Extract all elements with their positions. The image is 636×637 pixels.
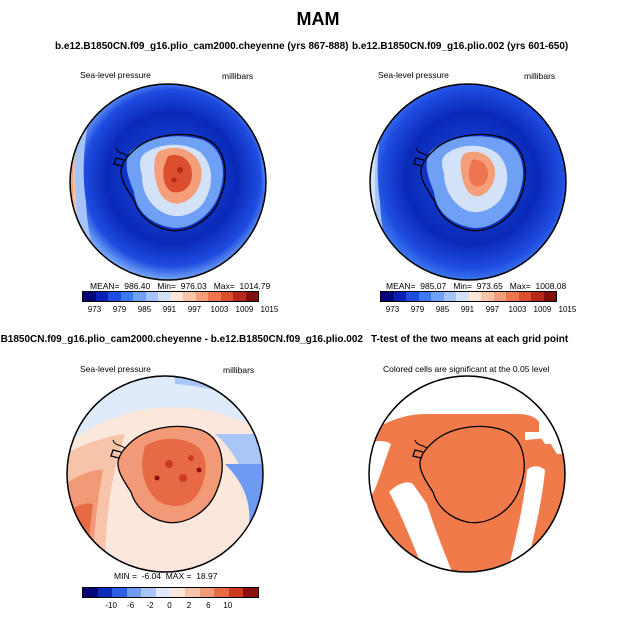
panel2-stats: MEAN= 985.07 Min= 973.65 Max= 1008.08 [386, 281, 567, 291]
panel2-units-label: millibars [524, 71, 556, 81]
panel4-note: Colored cells are significant at the 0.0… [383, 364, 550, 374]
colorbar-swatch [133, 292, 146, 301]
panel3-units-label: millibars [223, 365, 255, 375]
colorbar-swatch [170, 588, 186, 597]
colorbar-swatch [158, 292, 171, 301]
colorbar-swatch [83, 588, 98, 597]
colorbar-tick-label: 997 [485, 305, 500, 314]
panel2-colorbar-ticks: 973 979 985 991 997 1003 1009 1015 [380, 305, 577, 317]
colorbar-tick-label: 1015 [558, 305, 577, 314]
colorbar-tick-label: 2 [186, 601, 192, 610]
colorbar-swatch [531, 292, 544, 301]
colorbar-swatch [493, 292, 506, 301]
panel1-map [69, 83, 267, 281]
panel3-map [66, 375, 264, 573]
colorbar-tick-label: 1003 [508, 305, 527, 314]
panel2-colorbar [380, 291, 557, 302]
colorbar-swatch [543, 292, 556, 301]
panel3-colorbar-ticks: -10 -6 -2 0 2 6 10 [82, 601, 257, 613]
panel4-title: T-test of the two means at each grid poi… [371, 334, 569, 345]
colorbar-swatch [481, 292, 494, 301]
colorbar-swatch [155, 588, 171, 597]
colorbar-tick-label: 6 [206, 601, 211, 610]
colorbar-swatch [120, 292, 133, 301]
colorbar-tick-label: -6 [127, 601, 135, 610]
panel3-colorbar [82, 587, 259, 598]
colorbar-swatch [233, 292, 246, 301]
colorbar-swatch [518, 292, 531, 301]
colorbar-tick-label: 979 [112, 305, 127, 314]
colorbar-swatch [431, 292, 444, 301]
colorbar-swatch [195, 292, 208, 301]
colorbar-swatch [108, 292, 121, 301]
colorbar-tick-label: 979 [410, 305, 425, 314]
colorbar-tick-label: 1009 [235, 305, 254, 314]
colorbar-swatch [406, 292, 419, 301]
panel1-stats: MEAN= 986.40 Min= 976.03 Max= 1014.79 [90, 281, 271, 291]
panel1-title: b.e12.B1850CN.f09_g16.plio_cam2000.cheye… [55, 41, 349, 52]
colorbar-swatch [506, 292, 519, 301]
colorbar-tick-label: 0 [167, 601, 172, 610]
colorbar-tick-label: 973 [385, 305, 400, 314]
colorbar-swatch [145, 292, 158, 301]
colorbar-tick-label: 1015 [260, 305, 279, 314]
colorbar-swatch [214, 588, 229, 597]
colorbar-tick-label: 10 [223, 601, 233, 610]
colorbar-swatch [199, 588, 215, 597]
colorbar-tick-label: 1003 [210, 305, 229, 314]
colorbar-tick-label: 985 [435, 305, 450, 314]
colorbar-swatch [112, 588, 127, 597]
panel1-variable-label: Sea-level pressure [80, 70, 151, 80]
colorbar-swatch [443, 292, 456, 301]
panel3-variable-label: Sea-level pressure [80, 364, 151, 374]
colorbar-swatch [243, 588, 258, 597]
colorbar-swatch [393, 292, 406, 301]
panel3-stats: MIN = -6.04 MAX = 18.97 [114, 571, 218, 581]
colorbar-swatch [228, 588, 244, 597]
panel2-map [369, 83, 567, 281]
colorbar-swatch [185, 588, 200, 597]
colorbar-tick-label: 1009 [533, 305, 552, 314]
colorbar-swatch [381, 292, 394, 301]
panel3-title-clip: b.e12.B1850CN.f09_g16.plio_cam2000.cheye… [0, 334, 365, 348]
colorbar-swatch [126, 588, 142, 597]
colorbar-swatch [95, 292, 108, 301]
colorbar-swatch [418, 292, 431, 301]
panel2-variable-label: Sea-level pressure [378, 70, 449, 80]
colorbar-tick-label: 997 [187, 305, 202, 314]
season-title: MAM [296, 9, 340, 29]
colorbar-swatch [468, 292, 481, 301]
colorbar-swatch [245, 292, 258, 301]
panel1-colorbar [82, 291, 259, 302]
colorbar-swatch [183, 292, 196, 301]
colorbar-swatch [208, 292, 221, 301]
panel1-colorbar-ticks: 973 979 985 991 997 1003 1009 1015 [82, 305, 279, 317]
colorbar-tick-label: 991 [162, 305, 177, 314]
colorbar-swatch [170, 292, 183, 301]
panel4-map [368, 375, 566, 573]
colorbar-tick-label: 985 [137, 305, 152, 314]
colorbar-swatch [220, 292, 233, 301]
colorbar-tick-label: -2 [146, 601, 154, 610]
colorbar-swatch [83, 292, 96, 301]
colorbar-tick-label: 991 [460, 305, 475, 314]
panel2-title: b.e12.B1850CN.f09_g16.plio.002 (yrs 601-… [352, 41, 569, 52]
colorbar-swatch [97, 588, 113, 597]
colorbar-swatch [141, 588, 156, 597]
colorbar-tick-label: 973 [87, 305, 102, 314]
panel3-title: b.e12.B1850CN.f09_g16.plio_cam2000.cheye… [0, 334, 363, 345]
colorbar-tick-label: -10 [105, 601, 117, 610]
panel1-units-label: millibars [222, 71, 254, 81]
colorbar-swatch [456, 292, 469, 301]
